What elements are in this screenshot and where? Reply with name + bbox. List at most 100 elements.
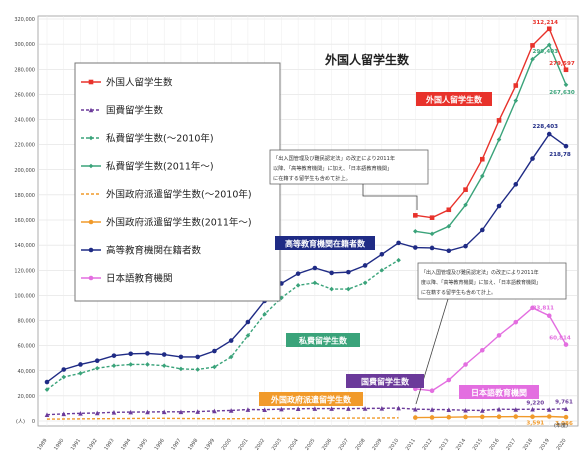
y-tick-label: 280,000 [14,67,35,73]
x-tick-label: 1992 [87,438,99,452]
legend-label: 私費留学生数(2011年～) [106,161,214,173]
data-point [479,414,485,420]
boxed-label-japanese-lang-text: 日本語教育機関 [471,388,527,398]
boxed-label-japanese-lang: 日本語教育機関 [459,385,539,399]
end-value-label: 9,220 [526,400,544,406]
data-point [88,79,94,85]
data-point [513,98,519,103]
data-point [161,352,167,357]
y-tick-label: 260,000 [14,92,35,98]
legend-label: 高等教育機関在籍者数 [106,245,202,257]
data-point [145,409,150,415]
data-point [429,231,435,237]
x-tick-label: 2012 [421,438,433,452]
legend-item-foreign_gov_old: 外国政府派遣留学生数(～2010年) [81,189,252,201]
data-point [479,347,485,353]
end-value-labels: 312,214 299,403 279,597 267,630 228,403 218,7… [526,20,574,427]
data-point [429,407,435,412]
x-tick-label: 2006 [321,438,333,452]
y-tick-label: 40,000 [18,369,36,375]
annotation-2-line-3: に在籍する留学生も含めて計上。 [421,289,496,296]
data-point [479,173,485,179]
x-tick-label: 2001 [237,438,249,452]
data-point [396,257,401,263]
end-value-label: 83,811 [532,306,554,312]
annotation-1-box [269,149,429,185]
x-tick-label: 1989 [36,438,48,452]
series-line [46,407,567,416]
data-point [446,407,452,412]
data-point [546,414,552,419]
data-point [161,409,167,415]
series-line [415,27,567,219]
y-tick-label: 60,000 [18,344,36,350]
data-point [496,333,502,338]
data-point [111,410,117,415]
data-point [61,367,67,372]
data-point [362,280,368,286]
data-point [379,406,385,411]
data-point [88,163,94,169]
series-government [44,405,569,418]
data-point [563,406,569,412]
data-point [546,313,552,319]
data-point [312,406,318,411]
data-point [195,409,200,414]
boxed-label-foreign-gov-text: 外国政府派遣留学生数 [271,395,352,405]
data-point [312,280,318,286]
data-point [178,409,184,415]
legend-item-private_new: 私費留学生数(2011年～) [81,161,214,173]
end-value-label: 218,78 [549,152,571,158]
data-point [329,286,334,292]
boxed-label-higher-ed-bg [275,236,375,250]
data-point [530,156,535,161]
x-tick-label: 2016 [488,438,500,452]
y-tick-label: 140,000 [14,243,35,249]
series-line [46,417,399,420]
end-value-label: 299,403 [533,49,559,55]
annotation-2-line-1: 「出入国管理及び難民認定法」の改正により2011年 [421,269,539,276]
boxed-label-foreign-gov-bg [259,392,363,406]
series-line [415,415,567,419]
y-tick-label: 20,000 [18,394,36,400]
series-foreign_gov_new [413,414,569,420]
data-point [228,338,234,343]
data-point [88,107,94,113]
data-point [88,135,94,141]
data-point [446,207,452,213]
end-value-label: 60,814 [549,336,571,342]
data-point [161,363,167,369]
annotation-2-box [417,262,567,300]
data-point [111,363,117,369]
legend-item-government: 国費留学生数 [81,105,164,117]
data-point [513,414,519,419]
boxed-label-foreign-text: 外国人留学生数 [426,95,483,105]
legend-box [74,62,281,302]
data-point [212,348,217,354]
legend-item-foreign_gov_new: 外国政府派遣留学生数(2011年～) [81,217,252,229]
end-value-label: 228,403 [533,124,559,130]
data-point [245,319,251,325]
data-point [479,227,485,233]
series-line [415,307,567,392]
end-value-label: 3,086 [555,421,573,427]
data-point [94,410,100,416]
end-value-label: 3,591 [526,420,544,426]
data-point [44,412,50,418]
y-tick-label: 240,000 [14,118,35,124]
y-tick-label: 180,000 [14,193,35,199]
x-tick-label: 1999 [204,438,216,452]
data-point [178,354,184,360]
data-point [513,407,519,412]
annotation-1-line-3: に在籍する留学生も含めて計上。 [273,174,351,182]
legend-label: 外国人留学生数 [106,77,173,89]
data-point [496,414,502,420]
series-foreign_gov_old [46,417,399,420]
legend-item-private_old: 私費留学生数(～2010年) [81,133,214,145]
annotation-1-leader [362,184,418,210]
data-point [463,414,468,420]
